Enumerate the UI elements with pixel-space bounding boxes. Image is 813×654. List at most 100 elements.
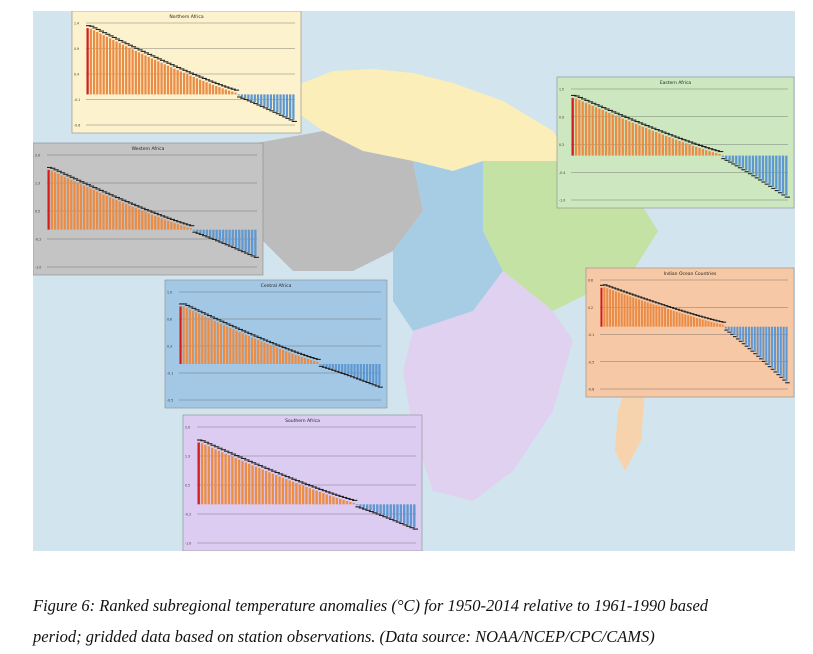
- bar: [251, 229, 254, 255]
- bar-data-label: [574, 95, 580, 97]
- bar: [601, 110, 604, 156]
- bar-data-label: [614, 112, 620, 114]
- chart-title: Northern Africa: [169, 14, 203, 20]
- bar: [244, 94, 247, 98]
- bar-data-label: [56, 170, 62, 172]
- bar: [150, 214, 154, 230]
- bar-data-label: [734, 165, 740, 167]
- bar: [655, 305, 658, 327]
- bar-data-label: [208, 237, 214, 239]
- bar: [369, 364, 372, 383]
- bar: [266, 94, 269, 108]
- bar: [742, 326, 745, 343]
- bar-data-label: [683, 311, 689, 313]
- bar: [102, 194, 105, 230]
- bar-data-label: [304, 483, 311, 486]
- bar-data-label: [753, 353, 758, 355]
- bar-data-label: [201, 77, 207, 80]
- bar: [288, 480, 291, 505]
- bar-data-label: [621, 115, 627, 117]
- bar: [604, 111, 608, 156]
- bar: [173, 223, 176, 230]
- bar-data-label: [581, 98, 587, 100]
- bar: [247, 335, 251, 364]
- bar-data-label: [345, 497, 351, 500]
- bar: [672, 310, 675, 327]
- bar-data-label: [179, 303, 184, 305]
- bar-data-label: [176, 221, 182, 223]
- bar-data-label: [228, 324, 234, 326]
- bar: [707, 321, 710, 327]
- bar-data-label: [365, 381, 371, 383]
- bar: [664, 308, 667, 327]
- bar: [222, 325, 226, 364]
- chart-panel-indian-ocean-countries: Indian Ocean Countries -0.8 -0.5 -0.1 0.2 0.6: [585, 267, 795, 398]
- bar: [112, 39, 115, 95]
- bar: [254, 229, 257, 256]
- y-tick-label: -0.4: [559, 171, 565, 175]
- bar: [668, 137, 671, 156]
- bar-data-label: [95, 188, 101, 190]
- bar-data-label: [92, 27, 98, 29]
- bar: [379, 504, 382, 514]
- bar: [623, 294, 626, 327]
- bar-data-label: [76, 179, 82, 181]
- bar: [176, 224, 179, 230]
- bar: [285, 351, 288, 364]
- bar: [773, 326, 776, 371]
- bar: [76, 182, 79, 230]
- bar-data-label: [724, 159, 730, 161]
- bar-data-label: [92, 187, 98, 189]
- bar: [313, 360, 316, 364]
- bar: [157, 61, 160, 95]
- bar: [202, 80, 205, 95]
- bar-data-label: [111, 195, 117, 197]
- bar: [167, 220, 170, 230]
- bar-data-label: [114, 38, 121, 40]
- bar: [118, 201, 121, 230]
- bar: [733, 326, 736, 336]
- bar: [701, 149, 705, 156]
- bar: [144, 212, 147, 230]
- bar-data-label: [738, 340, 744, 342]
- bar: [692, 317, 696, 327]
- bar-data-label: [309, 357, 315, 359]
- bar: [684, 314, 687, 327]
- region-central-africa: [393, 161, 503, 331]
- bar: [218, 87, 221, 95]
- bar-data-label: [221, 85, 227, 87]
- bar-data-label: [259, 338, 265, 340]
- y-tick-label: 0.5: [35, 210, 40, 214]
- bar-data-label: [89, 25, 95, 27]
- bar-data-label: [681, 139, 687, 141]
- bar: [183, 226, 186, 230]
- bar-data-label: [200, 440, 206, 442]
- bar: [197, 442, 200, 505]
- bar: [669, 309, 672, 327]
- africa-map: [213, 69, 658, 501]
- bar: [125, 46, 128, 95]
- bar: [214, 449, 217, 505]
- bar-data-label: [188, 72, 195, 74]
- y-tick-label: -0.1: [167, 372, 173, 376]
- bar: [620, 293, 623, 327]
- bar-data-label: [166, 62, 172, 64]
- bar-data-label: [259, 105, 265, 107]
- bar: [661, 134, 664, 156]
- y-tick-label: 1.3: [35, 182, 40, 186]
- bar-data-label: [311, 486, 317, 488]
- bar-data-label: [750, 350, 756, 352]
- bar-data-label: [50, 167, 56, 169]
- bar: [654, 131, 658, 156]
- bar: [708, 151, 711, 156]
- bar-data-label: [213, 317, 219, 319]
- bar: [291, 481, 295, 505]
- bar-data-label: [747, 173, 754, 175]
- bar-data-label: [247, 253, 253, 256]
- bar-data-label: [185, 304, 191, 306]
- bar: [229, 327, 232, 364]
- bar-data-label: [399, 522, 405, 525]
- bar-data-label: [127, 202, 133, 204]
- bar: [392, 504, 396, 520]
- bar: [316, 361, 319, 364]
